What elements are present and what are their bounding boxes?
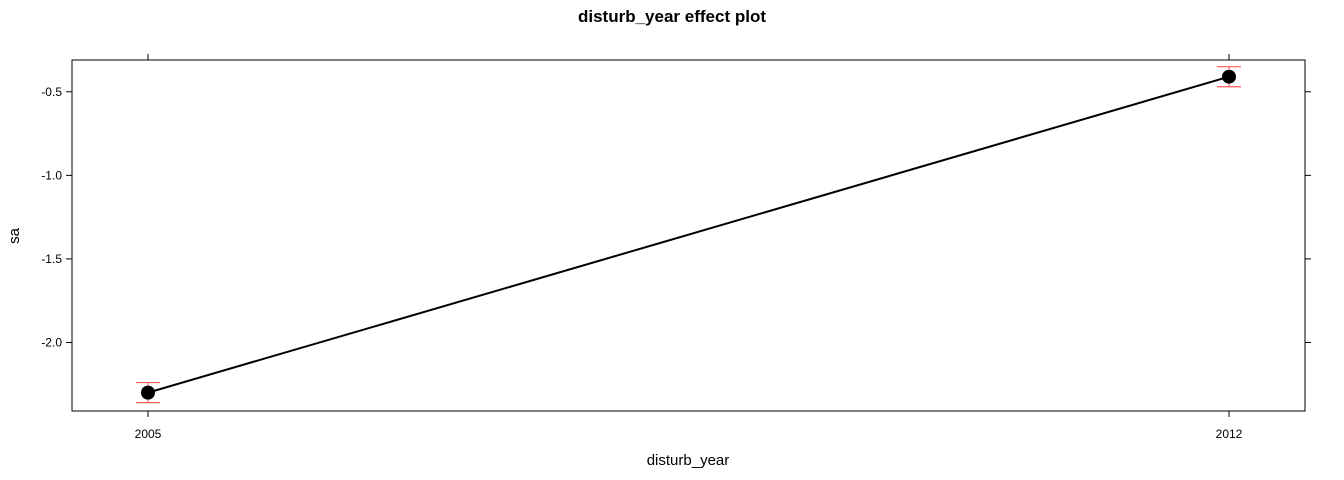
y-tick-label: -0.5 [41, 85, 62, 99]
series-line [147, 75, 1230, 394]
x-tick-label: 2005 [135, 427, 162, 441]
y-tick-label: -2.0 [41, 335, 62, 349]
data-point [141, 385, 155, 400]
series-layer [136, 66, 1241, 404]
chart-title: disturb_year effect plot [578, 7, 766, 26]
y-axis-label: sa [6, 227, 23, 244]
y-tick-label: -1.5 [41, 252, 62, 266]
plot-frame [71, 59, 1306, 412]
data-point [1222, 69, 1236, 84]
x-axis: 2005 2012 [135, 54, 1243, 441]
y-axis: -0.5 -1.0 -1.5 -2.0 [41, 85, 1311, 349]
x-tick-label: 2012 [1216, 427, 1243, 441]
y-tick-label: -1.0 [41, 168, 62, 182]
x-axis-label: disturb_year [647, 452, 730, 469]
